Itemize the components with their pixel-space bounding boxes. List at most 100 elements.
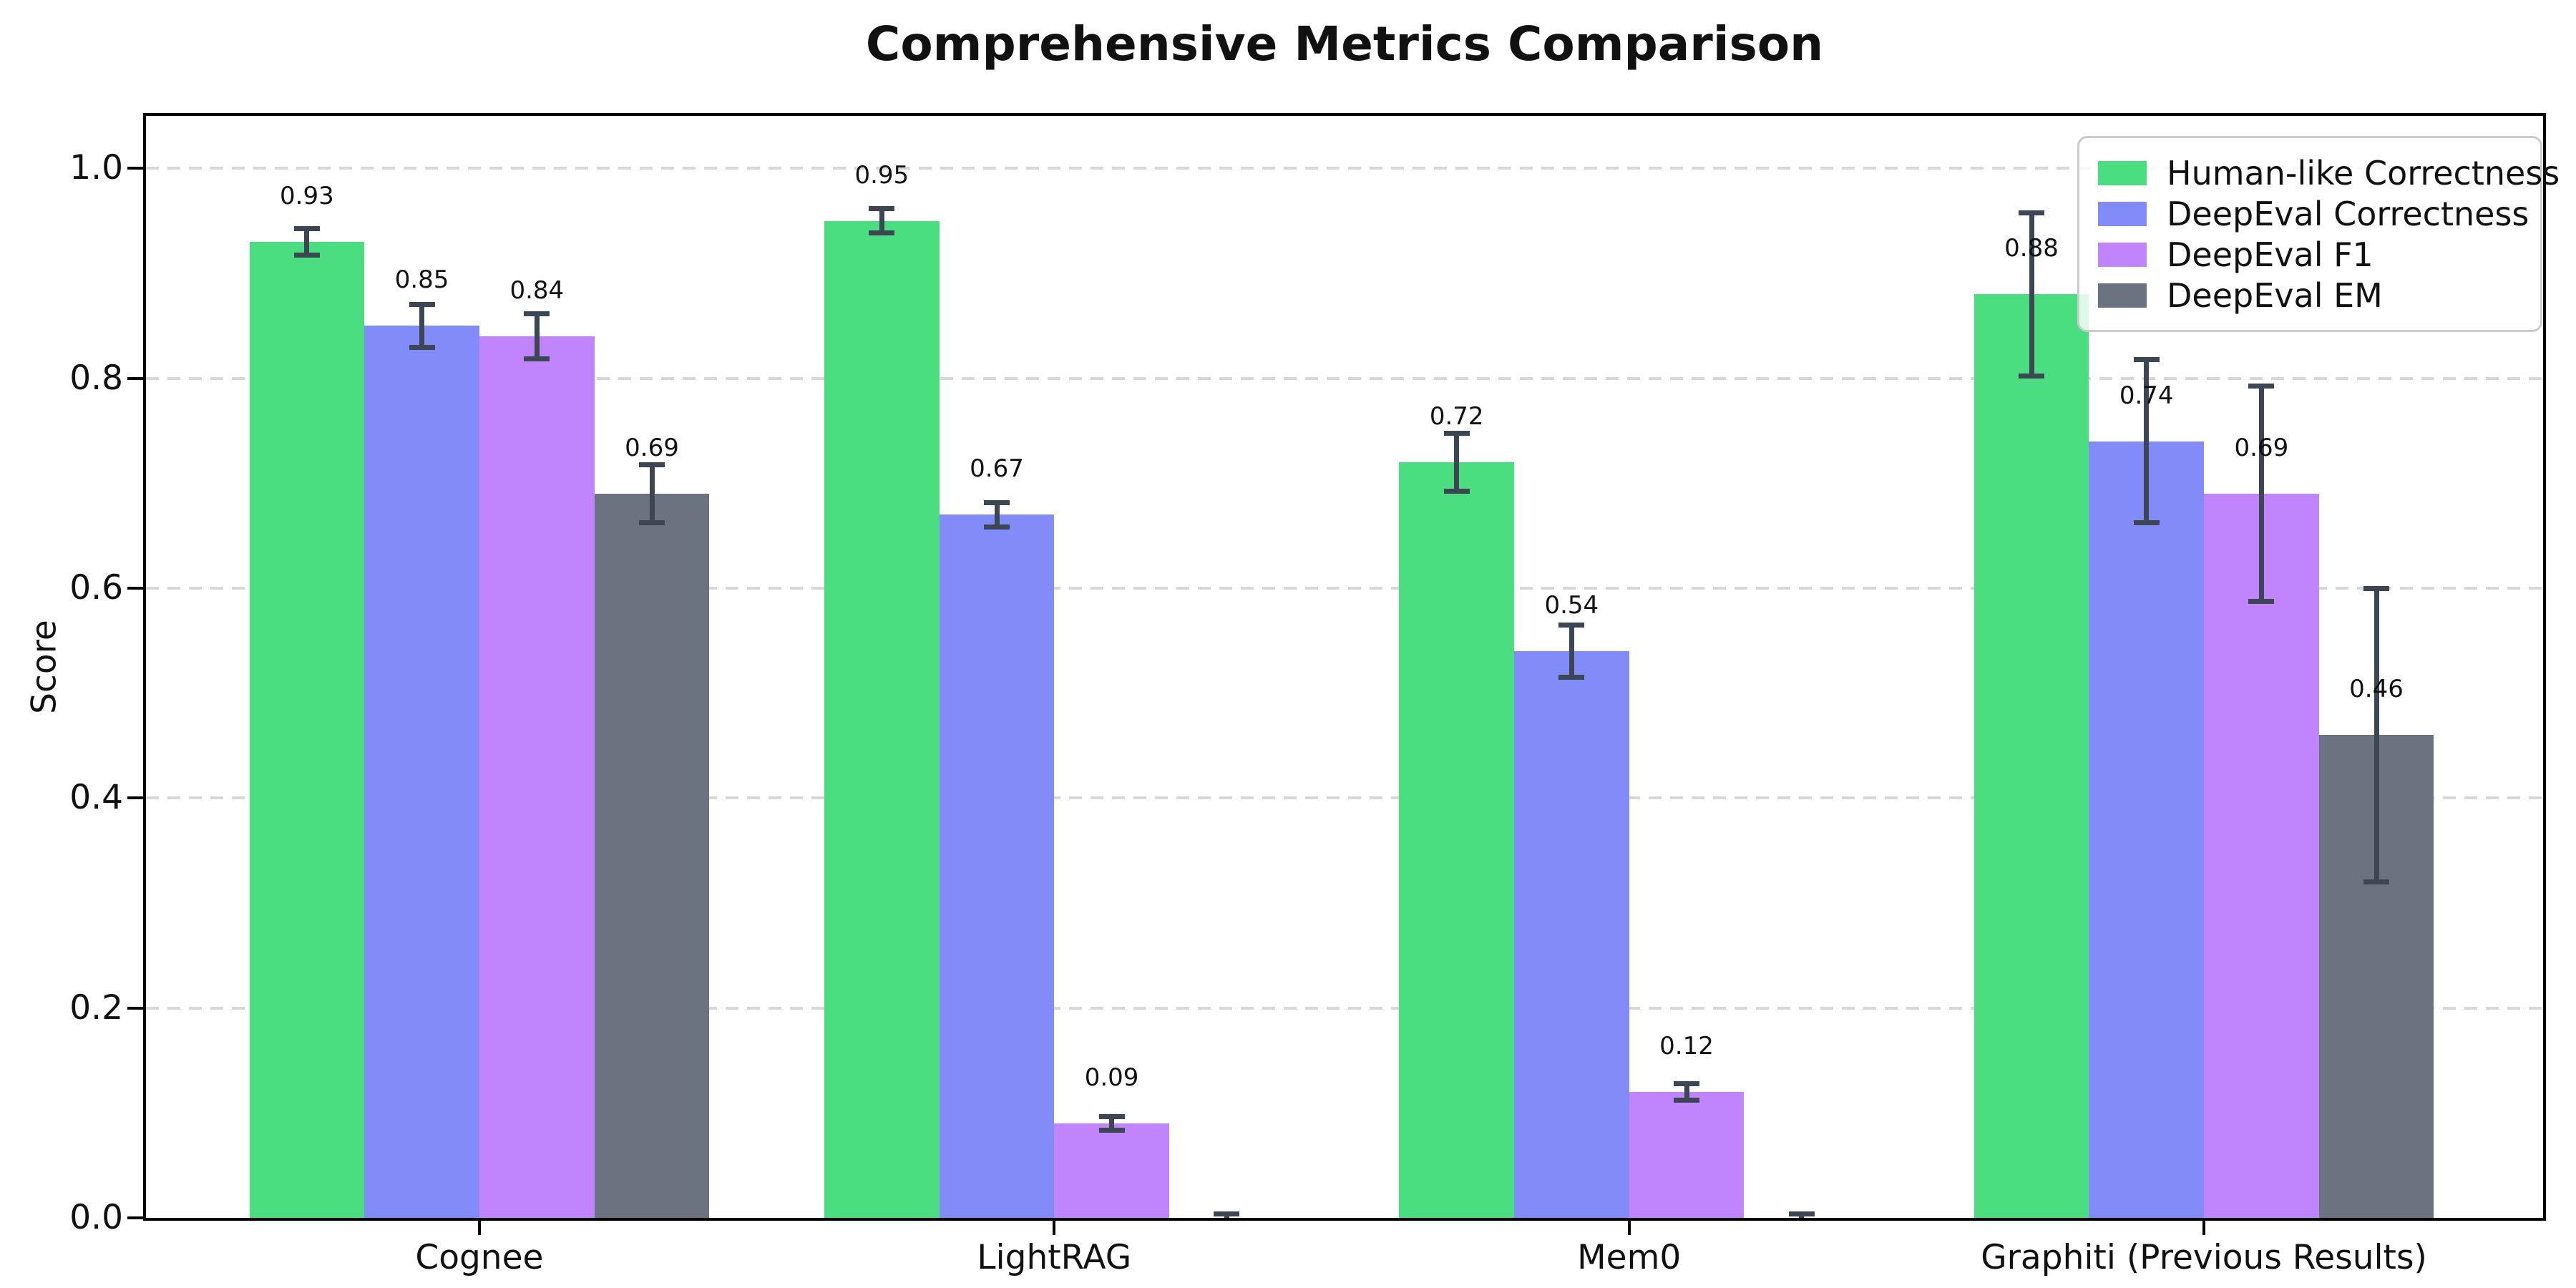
y-tick-label: 0.2 (69, 987, 123, 1028)
bar (939, 514, 1055, 1218)
error-bar-cap-bottom (639, 520, 665, 526)
bar-value-label: 0.54 (1544, 591, 1599, 620)
error-bar-cap-top (293, 225, 320, 231)
error-bar-cap-top (1558, 623, 1585, 628)
error-bar-line (1454, 432, 1460, 492)
bar-value-label: 0.46 (2349, 675, 2404, 704)
error-bar-cap-bottom (1098, 1128, 1125, 1133)
error-bar-cap-top (984, 499, 1010, 505)
y-tick-label: 0.6 (69, 568, 123, 608)
error-bar-cap-bottom (984, 524, 1010, 530)
legend-label: DeepEval Correctness (2167, 194, 2529, 233)
bar (1399, 462, 1514, 1218)
gridline (146, 1006, 2543, 1010)
error-bar-cap-bottom (2019, 373, 2044, 379)
y-tick-mark (127, 167, 145, 170)
y-tick-mark (127, 796, 145, 800)
x-tick-label: Graphiti (Previous Results) (1981, 1238, 2427, 1277)
x-tick-mark (2202, 1221, 2205, 1235)
error-bar-line (879, 208, 884, 234)
error-bar-line (2144, 359, 2150, 524)
bar-value-label: 0.69 (625, 434, 679, 462)
bar-value-label: 0.12 (1659, 1032, 1714, 1060)
legend-item: DeepEval Correctness (2098, 193, 2529, 234)
error-bar-cap-top (1674, 1081, 1699, 1087)
bar (249, 242, 365, 1218)
legend-item: DeepEval F1 (2098, 234, 2522, 275)
bar-value-label: 0.84 (509, 276, 565, 305)
x-tick-label: Mem0 (1577, 1238, 1682, 1277)
legend: Human-like Correctness DeepEval Correctne… (2077, 136, 2560, 332)
x-tick-mark (477, 1221, 481, 1235)
y-tick-label: 1.0 (69, 148, 123, 188)
legend-label: DeepEval F1 (2167, 235, 2373, 274)
bar-value-label: 0.69 (2234, 434, 2289, 462)
error-bar-cap-bottom (1789, 1219, 1815, 1221)
error-bar-cap-top (1443, 430, 1470, 436)
error-bar-line (2373, 588, 2379, 882)
legend-swatch (2098, 160, 2147, 185)
x-tick-label: Cognee (415, 1238, 544, 1277)
bar (594, 494, 710, 1218)
x-tick-mark (1627, 1221, 1631, 1235)
error-bar-line (1684, 1083, 1689, 1101)
bar (364, 326, 479, 1218)
error-bar-cap-top (639, 462, 665, 467)
error-bar-cap-top (1788, 1211, 1815, 1217)
legend-label: DeepEval EM (2167, 275, 2383, 315)
bar-value-label: 0.09 (1084, 1063, 1139, 1092)
bar-value-label: 0.88 (2004, 234, 2059, 263)
bar (1974, 294, 2089, 1218)
error-bar-cap-top (869, 206, 895, 212)
error-bar-cap-bottom (1674, 1097, 1699, 1103)
bar-value-label: 0.74 (2119, 381, 2174, 410)
bar (479, 336, 595, 1218)
legend-swatch (2098, 242, 2147, 267)
error-bar-line (534, 313, 540, 360)
error-bar-line (2258, 385, 2264, 602)
error-bar-line (649, 464, 655, 523)
error-bar-cap-top (1098, 1113, 1125, 1119)
bar (1054, 1123, 1169, 1218)
bar-value-label: 0.93 (280, 182, 334, 210)
legend-label: Human-like Correctness (2167, 153, 2560, 192)
error-bar-line (1109, 1116, 1115, 1131)
bar-value-label: 0.85 (394, 265, 449, 295)
error-bar-cap-top (2248, 383, 2275, 389)
y-axis-label: Score (24, 620, 64, 714)
error-bar-cap-top (2019, 210, 2044, 215)
bar-value-label: 0.95 (854, 160, 909, 190)
error-bar-line (304, 228, 310, 255)
error-bar-cap-top (524, 311, 550, 316)
x-tick-mark (1053, 1221, 1056, 1235)
legend-swatch (2098, 283, 2147, 308)
gridline (146, 796, 2543, 800)
legend-item: DeepEval EM (2098, 275, 2522, 316)
chart-title: Comprehensive Metrics Comparison (865, 16, 1824, 72)
y-tick-mark (127, 1216, 145, 1219)
bar (824, 220, 940, 1218)
y-tick-label: 0.4 (69, 778, 123, 818)
bar (1514, 651, 1629, 1218)
y-tick-mark (127, 1006, 145, 1010)
error-bar-cap-bottom (2363, 879, 2389, 884)
error-bar-cap-bottom (869, 230, 895, 236)
gridline (146, 587, 2543, 590)
legend-item: Human-like Correctness (2098, 152, 2560, 193)
gridline (146, 167, 2543, 170)
y-tick-mark (127, 587, 145, 590)
error-bar-cap-bottom (2133, 520, 2160, 526)
y-tick-label: 0.0 (69, 1198, 123, 1237)
error-bar-cap-bottom (293, 253, 320, 258)
error-bar-cap-bottom (409, 345, 435, 351)
bar-value-label: 0.67 (970, 454, 1024, 484)
gridline (146, 376, 2543, 380)
error-bar-cap-top (2363, 586, 2389, 591)
error-bar-line (994, 502, 1000, 527)
bar (2204, 494, 2319, 1218)
legend-swatch (2098, 201, 2147, 226)
error-bar-cap-bottom (524, 356, 550, 362)
error-bar-cap-bottom (1443, 489, 1470, 494)
error-bar-line (419, 303, 425, 348)
